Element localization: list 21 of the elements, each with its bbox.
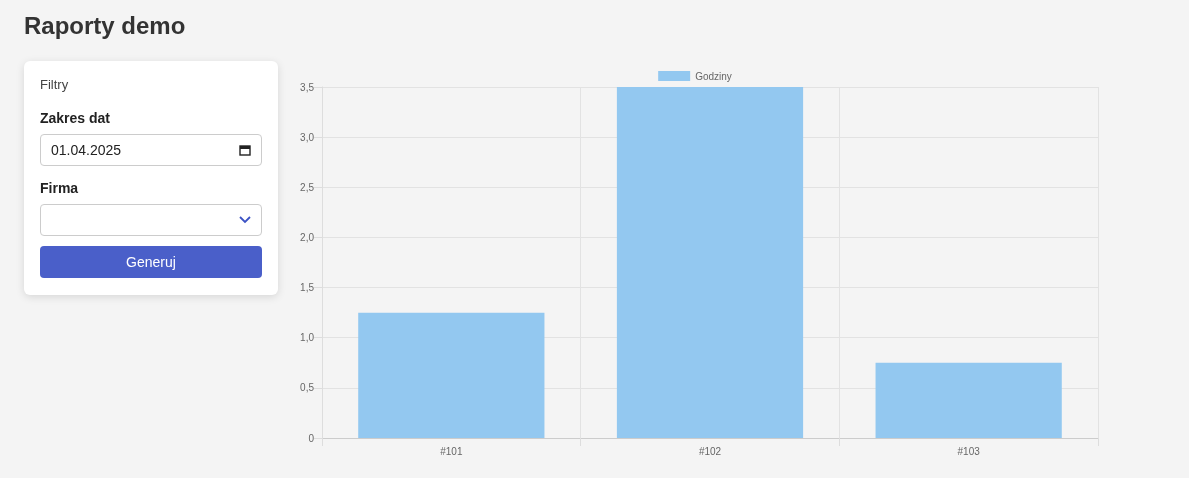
x-tick-label: #103 <box>957 445 981 457</box>
bar <box>358 312 545 438</box>
text: Raporty demo <box>24 12 186 40</box>
x-tick-label: #102 <box>698 445 722 457</box>
y-tick-label: 1,0 <box>300 332 315 344</box>
bar <box>616 87 804 438</box>
x-tick-label: #101 <box>440 445 463 457</box>
y-tick-label: 0 <box>308 432 315 444</box>
text: Firma <box>40 180 80 196</box>
y-tick-label: 2,0 <box>300 231 315 243</box>
legend-label: Godziny <box>695 70 732 82</box>
y-tick-label: 2,5 <box>300 181 315 193</box>
y-tick-label: 0,5 <box>300 382 315 394</box>
text: Zakres dat <box>40 110 112 126</box>
bar <box>875 362 1062 438</box>
button: Generuj <box>40 246 262 278</box>
y-tick-label: 3,5 <box>300 81 315 93</box>
y-tick-label: 1,5 <box>300 282 315 294</box>
date-field: 01.04.2025 <box>40 134 262 166</box>
text: Filtry <box>40 77 70 92</box>
y-tick-label: 3,0 <box>300 131 315 143</box>
